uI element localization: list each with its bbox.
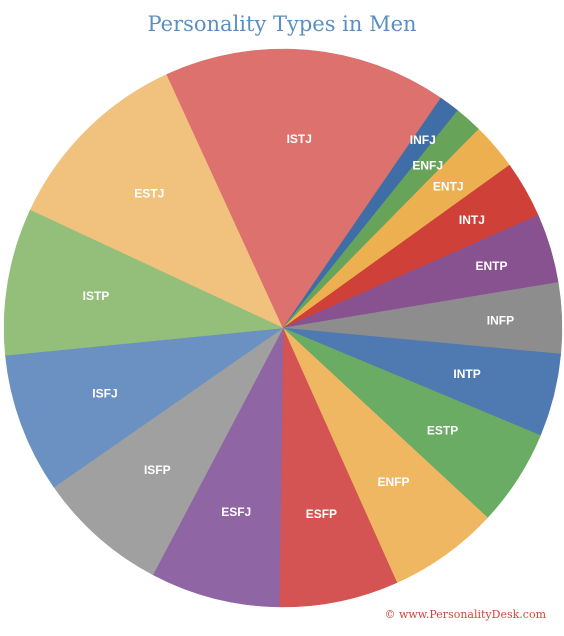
slice-label-estj: ESTJ [134, 186, 164, 200]
pie-slice-enfp [282, 327, 488, 584]
slice-label-entp: ENTP [476, 259, 508, 273]
pie-slice-esfj [152, 327, 284, 608]
copyright-credit: © www.PersonalityDesk.com [384, 608, 546, 621]
slice-label-isfp: ISFP [144, 463, 171, 477]
slice-label-isfj: ISFJ [92, 387, 117, 401]
chart-title: Personality Types in Men [147, 12, 417, 36]
pie-slice-estj [29, 74, 284, 329]
slice-label-istj: ISTJ [287, 132, 312, 146]
pie-slice-istj [166, 48, 442, 329]
slice-label-infp: INFP [487, 313, 514, 327]
pie-slice-isfp [53, 327, 284, 576]
pie-slice-isfj [5, 327, 284, 488]
pie-slice-istp [3, 209, 284, 356]
pie-slices [3, 48, 563, 608]
slice-label-enfp: ENFP [378, 475, 410, 489]
pie-slice-esfp [279, 327, 398, 608]
pie-labels: ESTJ ISTJ INFJ ENFJ ENTJ INTJ ENTP INFP INTP ESTP… [83, 132, 515, 521]
slice-label-intj: INTJ [459, 213, 485, 227]
slice-label-istp: ISTP [83, 289, 110, 303]
slice-label-intp: INTP [453, 367, 480, 381]
slice-label-entj: ENTJ [433, 179, 464, 193]
slice-label-estp: ESTP [427, 424, 458, 438]
slice-label-esfp: ESFP [306, 507, 337, 521]
slice-label-enfj: ENFJ [412, 158, 443, 172]
slice-label-infj: INFJ [410, 133, 436, 147]
slice-label-esfj: ESFJ [221, 505, 251, 519]
